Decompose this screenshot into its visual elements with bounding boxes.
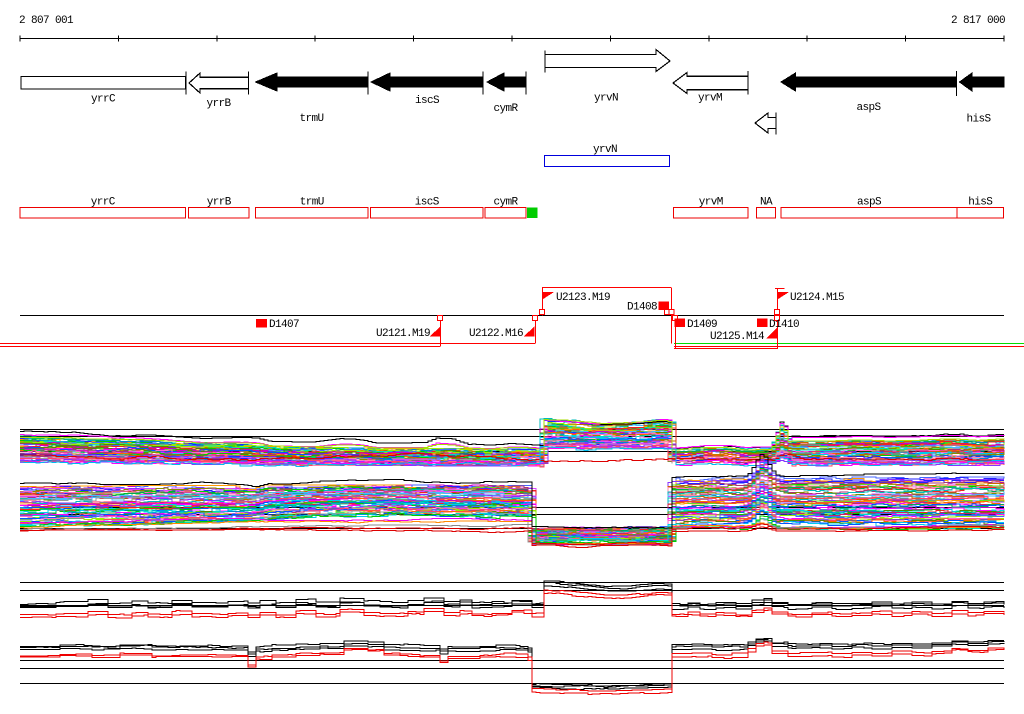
svg-text:U2123.M19: U2123.M19 [556,292,610,304]
svg-text:cymR: cymR [493,103,518,115]
svg-text:D1409: D1409 [687,319,717,331]
svg-text:D1408: D1408 [627,302,657,314]
svg-text:yrvM: yrvM [698,93,722,105]
svg-text:yrrB: yrrB [206,98,231,110]
svg-text:U2122.M16: U2122.M16 [469,328,523,340]
svg-text:iscS: iscS [415,95,440,107]
svg-text:yrrC: yrrC [91,94,116,106]
svg-text:D1407: D1407 [269,319,299,331]
svg-text:yrvM: yrvM [699,197,723,209]
svg-text:U2125.M14: U2125.M14 [710,331,765,343]
svg-text:yrvN: yrvN [593,144,617,156]
svg-text:yrrB: yrrB [207,197,232,209]
svg-text:U2121.M19: U2121.M19 [376,328,430,340]
svg-text:cymR: cymR [493,197,518,209]
svg-text:trmU: trmU [300,197,324,209]
svg-text:NA: NA [760,197,773,209]
svg-text:aspS: aspS [856,102,881,114]
svg-text:iscS: iscS [415,197,440,209]
svg-text:yrrC: yrrC [91,197,116,209]
svg-text:U2124.M15: U2124.M15 [790,292,844,304]
svg-text:2 817 000: 2 817 000 [951,15,1005,27]
svg-text:hisS: hisS [968,197,993,209]
svg-text:aspS: aspS [857,197,882,209]
svg-text:trmU: trmU [299,113,323,125]
svg-text:yrvN: yrvN [594,93,618,105]
svg-text:2 807 001: 2 807 001 [19,15,74,27]
svg-text:hisS: hisS [966,114,991,126]
svg-text:D1410: D1410 [769,319,799,331]
